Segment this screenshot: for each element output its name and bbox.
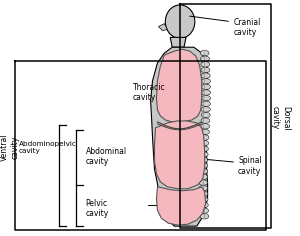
Ellipse shape [200,129,209,135]
Ellipse shape [199,169,208,174]
Ellipse shape [201,62,210,67]
Ellipse shape [200,140,209,146]
Ellipse shape [202,107,210,112]
Ellipse shape [199,180,208,185]
Polygon shape [151,47,208,226]
Text: Thoracic
cavity: Thoracic cavity [133,83,166,102]
Text: Spinal
cavity: Spinal cavity [238,156,262,176]
Ellipse shape [199,152,208,157]
Ellipse shape [199,163,208,168]
Ellipse shape [200,56,209,61]
Ellipse shape [200,214,209,219]
Ellipse shape [200,202,208,208]
Text: Ventral
cavity: Ventral cavity [0,134,20,161]
Ellipse shape [200,51,209,56]
Ellipse shape [201,67,210,73]
Ellipse shape [201,124,210,129]
Ellipse shape [201,73,210,78]
Text: Cranial
cavity: Cranial cavity [233,18,260,37]
Text: Pelvic
cavity: Pelvic cavity [86,199,109,218]
Polygon shape [157,187,206,225]
Ellipse shape [202,95,211,101]
Ellipse shape [202,101,211,106]
Polygon shape [154,121,205,189]
Ellipse shape [199,197,208,202]
Ellipse shape [202,90,211,95]
Ellipse shape [200,135,209,140]
Ellipse shape [201,112,210,118]
Ellipse shape [200,146,208,152]
Polygon shape [170,37,186,47]
Ellipse shape [165,5,195,38]
Ellipse shape [199,185,208,191]
Ellipse shape [199,174,208,180]
Ellipse shape [202,84,211,90]
Ellipse shape [202,79,210,84]
Polygon shape [157,49,202,122]
Ellipse shape [199,157,208,163]
Ellipse shape [200,208,208,213]
Ellipse shape [201,118,210,123]
Text: Dorsal
cavity: Dorsal cavity [271,106,290,130]
Text: Abdominal
cavity: Abdominal cavity [86,147,127,166]
Text: Abdominopelvic
cavity: Abdominopelvic cavity [19,141,77,154]
Polygon shape [158,24,167,30]
Ellipse shape [199,191,208,197]
